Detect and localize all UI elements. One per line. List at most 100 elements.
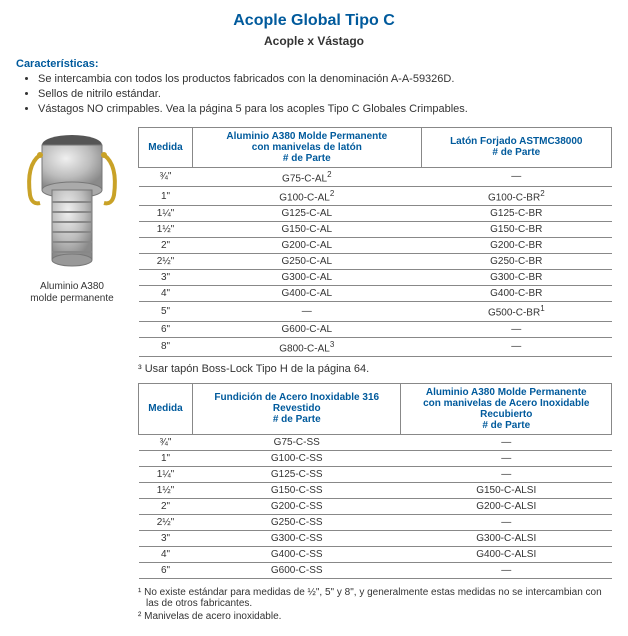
features-heading: Características: (16, 58, 99, 70)
feature-item: Se intercambia con todos los productos f… (38, 72, 612, 87)
size-cell: 6" (139, 562, 193, 578)
col-brass: Latón Forjado ASTMC38000 # de Parte (421, 127, 611, 167)
product-image (22, 127, 122, 277)
size-cell: 8" (139, 337, 193, 356)
table-row: 2½"G250-C-SS— (139, 514, 612, 530)
size-cell: 3" (139, 530, 193, 546)
part-cell: G100-C-SS (193, 450, 401, 466)
part-cell: G250-C-SS (193, 514, 401, 530)
size-cell: 6" (139, 321, 193, 337)
feature-item: Vástagos NO crimpables. Vea la página 5 … (38, 102, 612, 117)
size-cell: ¾" (139, 434, 193, 450)
part-cell: — (421, 337, 611, 356)
table-row: 3"G300-C-ALG300-C-BR (139, 270, 612, 286)
part-cell: G500-C-BR1 (421, 302, 611, 321)
footnote-2: ² Manivelas de acero inoxidable. (138, 611, 612, 622)
part-cell: G400-C-ALSI (401, 546, 612, 562)
size-cell: 5" (139, 302, 193, 321)
size-cell: 1" (139, 186, 193, 205)
footnotes: ¹ No existe estándar para medidas de ½",… (138, 587, 612, 622)
size-cell: 2" (139, 238, 193, 254)
footnote-1: ¹ No existe estándar para medidas de ½",… (138, 587, 612, 609)
size-cell: 1½" (139, 482, 193, 498)
table-row: 2"G200-C-SSG200-C-ALSI (139, 498, 612, 514)
part-cell: G600-C-AL (193, 321, 422, 337)
parts-table-2: Medida Fundición de Acero Inoxidable 316… (138, 383, 612, 579)
col-alsi: Aluminio A380 Molde Permanente con maniv… (401, 383, 612, 434)
part-cell: G200-C-ALSI (401, 498, 612, 514)
table-row: 1½"G150-C-ALG150-C-BR (139, 222, 612, 238)
col-medida: Medida (139, 127, 193, 167)
part-cell: G125-C-BR (421, 206, 611, 222)
table-row: 8"G800-C-AL3— (139, 337, 612, 356)
part-cell: G400-C-SS (193, 546, 401, 562)
coupling-icon (22, 127, 122, 277)
part-cell: — (421, 167, 611, 186)
table-row: 5"—G500-C-BR1 (139, 302, 612, 321)
part-cell: G100-C-BR2 (421, 186, 611, 205)
part-cell: G400-C-AL (193, 286, 422, 302)
part-cell: — (401, 434, 612, 450)
image-caption: Aluminio A380 molde permanente (16, 281, 128, 305)
size-cell: 1¼" (139, 466, 193, 482)
page-title: Acople Global Tipo C (16, 12, 612, 30)
size-cell: 4" (139, 286, 193, 302)
size-cell: 2" (139, 498, 193, 514)
table-row: 6"G600-C-SS— (139, 562, 612, 578)
part-cell: G300-C-BR (421, 270, 611, 286)
part-cell: — (421, 321, 611, 337)
size-cell: 1¼" (139, 206, 193, 222)
table-row: 1"G100-C-SS— (139, 450, 612, 466)
table-row: 6"G600-C-AL— (139, 321, 612, 337)
size-cell: 3" (139, 270, 193, 286)
part-cell: — (401, 562, 612, 578)
part-cell: G125-C-SS (193, 466, 401, 482)
table-row: ¾"G75-C-AL2— (139, 167, 612, 186)
col-ss: Fundición de Acero Inoxidable 316 Revest… (193, 383, 401, 434)
table-row: 2"G200-C-ALG200-C-BR (139, 238, 612, 254)
part-cell: G250-C-BR (421, 254, 611, 270)
product-image-column: Aluminio A380 molde permanente (16, 127, 128, 624)
footnote-3: ³ Usar tapón Boss-Lock Tipo H de la pági… (138, 363, 369, 375)
size-cell: 1" (139, 450, 193, 466)
part-cell: G200-C-SS (193, 498, 401, 514)
part-cell: G100-C-AL2 (193, 186, 422, 205)
part-cell: G200-C-BR (421, 238, 611, 254)
part-cell: G150-C-SS (193, 482, 401, 498)
table-row: 1¼"G125-C-SS— (139, 466, 612, 482)
part-cell: — (401, 514, 612, 530)
size-cell: 2½" (139, 254, 193, 270)
part-cell: G125-C-AL (193, 206, 422, 222)
table-row: 3"G300-C-SSG300-C-ALSI (139, 530, 612, 546)
table-row: 2½"G250-C-ALG250-C-BR (139, 254, 612, 270)
part-cell: G300-C-ALSI (401, 530, 612, 546)
size-cell: 2½" (139, 514, 193, 530)
features-block: Características: Se intercambia con todo… (16, 58, 612, 117)
part-cell: G250-C-AL (193, 254, 422, 270)
size-cell: 4" (139, 546, 193, 562)
part-cell: G200-C-AL (193, 238, 422, 254)
page-subtitle: Acople x Vástago (16, 34, 612, 48)
table-row: 1¼"G125-C-ALG125-C-BR (139, 206, 612, 222)
part-cell: G75-C-AL2 (193, 167, 422, 186)
table-row: ¾"G75-C-SS— (139, 434, 612, 450)
part-cell: G75-C-SS (193, 434, 401, 450)
part-cell: G300-C-SS (193, 530, 401, 546)
size-cell: 1½" (139, 222, 193, 238)
parts-table-1: Medida Aluminio A380 Molde Permanente co… (138, 127, 612, 357)
features-list: Se intercambia con todos los productos f… (28, 72, 612, 117)
col-medida: Medida (139, 383, 193, 434)
size-cell: ¾" (139, 167, 193, 186)
table-row: 4"G400-C-SSG400-C-ALSI (139, 546, 612, 562)
table-row: 1"G100-C-AL2G100-C-BR2 (139, 186, 612, 205)
part-cell: — (193, 302, 422, 321)
part-cell: G300-C-AL (193, 270, 422, 286)
part-cell: G150-C-AL (193, 222, 422, 238)
part-cell: G600-C-SS (193, 562, 401, 578)
feature-item: Sellos de nitrilo estándar. (38, 87, 612, 102)
part-cell: G800-C-AL3 (193, 337, 422, 356)
table-row: 4"G400-C-ALG400-C-BR (139, 286, 612, 302)
col-aluminum: Aluminio A380 Molde Permanente con maniv… (193, 127, 422, 167)
part-cell: — (401, 466, 612, 482)
part-cell: G150-C-ALSI (401, 482, 612, 498)
